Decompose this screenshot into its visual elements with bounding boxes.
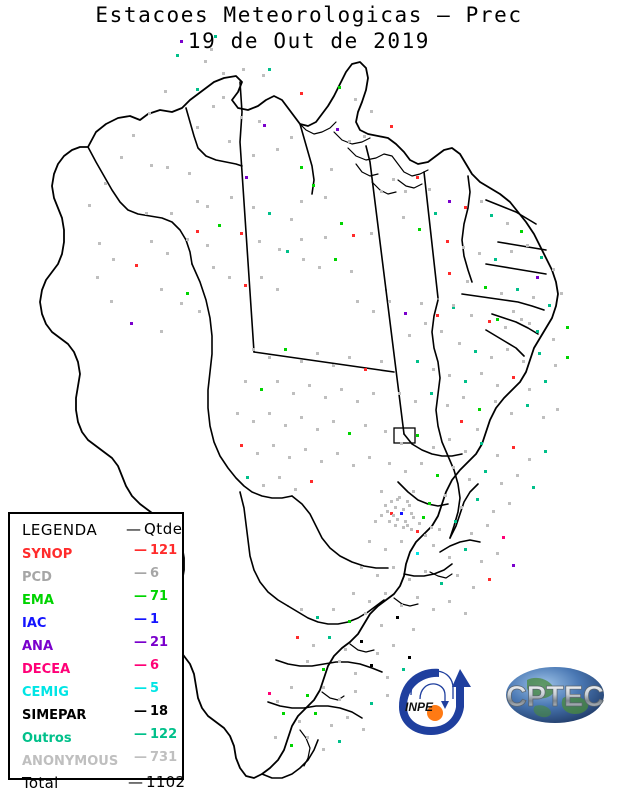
legend-row-anonymous: ANONYMOUS —731 [10, 750, 182, 773]
legend-label: ANONYMOUS [22, 754, 119, 769]
legend-row-outros: Outros —122 [10, 727, 182, 750]
legend-dash: — [134, 566, 147, 581]
cptec-landmass-1 [527, 677, 554, 699]
inpe-inner-circle-2 [419, 683, 446, 703]
legend-label: SYNOP [22, 547, 73, 562]
legend-quantity: 6 [150, 566, 160, 581]
legend-quantity: 5 [150, 681, 160, 696]
legend-label: DECEA [22, 662, 71, 677]
title-line-2: 19 de Out de 2019 [187, 29, 431, 53]
legend-dash: — [134, 589, 147, 604]
legend-label: PCD [22, 570, 52, 585]
legend-dash: — [134, 658, 147, 673]
legend-header-dash: — [126, 520, 142, 538]
cptec-logo: CPTEC [506, 667, 605, 723]
legend-header-row: LEGENDA — Qtde [10, 520, 182, 543]
legend-dash: — [134, 727, 147, 742]
legend-header-label: LEGENDA [22, 521, 98, 539]
legend-label: Outros [22, 731, 72, 746]
legend-quantity: 6 [150, 658, 160, 673]
legend-dash: — [134, 635, 147, 650]
inpe-arrow-head [452, 669, 471, 687]
inpe-logo: INPE [399, 668, 471, 735]
page-title: Estacoes Meteorologicas — Prec 19 de Out… [0, 2, 618, 54]
legend-row-ana: ANA —21 [10, 635, 182, 658]
legend-quantity: 122 [150, 727, 178, 742]
legend-row-decea: DECEA —6 [10, 658, 182, 681]
legend-quantity: 18 [150, 704, 169, 719]
legend-quantity: 21 [150, 635, 169, 650]
legend-quantity: 731 [150, 750, 178, 765]
legend-total-qty: 1102 [146, 773, 186, 791]
legend-row-simepar: SIMEPAR —18 [10, 704, 182, 727]
legend-dash: — [134, 612, 147, 627]
cptec-landmass-3 [533, 705, 552, 718]
inpe-inner-circle [410, 670, 454, 699]
legend-label: CEMIG [22, 685, 69, 700]
distrito-federal-marker [393, 427, 416, 444]
inpe-logo-text: INPE [405, 700, 434, 714]
title-line-1: Estacoes Meteorologicas — Prec [95, 3, 523, 27]
legend-box: LEGENDA — Qtde SYNOP —121 PCD —6 EMA —71 IAC —1… [8, 512, 185, 792]
legend-dash: — [134, 681, 147, 696]
legend-row-ema: EMA —71 [10, 589, 182, 612]
cptec-logo-text: CPTEC [506, 681, 604, 713]
legend-label: SIMEPAR [22, 708, 87, 723]
legend-dash: — [134, 543, 147, 558]
legend-dash: — [134, 704, 147, 719]
legend-dash: — [134, 750, 147, 765]
legend-row-pcd: PCD —6 [10, 566, 182, 589]
inpe-arrow-body [399, 668, 464, 735]
inpe-inner-arrowhead [441, 701, 449, 709]
legend-total-row: Total — 1102 [10, 773, 186, 796]
legend-label: IAC [22, 616, 47, 631]
legend-quantity: 71 [150, 589, 169, 604]
legend-rows: SYNOP —121 PCD —6 EMA —71 IAC —1 ANA —21 DECEA —6 CE… [10, 543, 182, 773]
legend-row-cemig: CEMIG —5 [10, 681, 182, 704]
legend-row-synop: SYNOP —121 [10, 543, 182, 566]
inpe-orange-dot [427, 705, 443, 721]
legend-quantity: 1 [150, 612, 160, 627]
legend-label: ANA [22, 639, 54, 654]
legend-label: EMA [22, 593, 54, 608]
legend-total-dash: — [128, 773, 144, 791]
brazil-map-outline [39, 61, 559, 779]
legend-header-qty: Qtde [144, 520, 183, 538]
legend-total-label: Total [22, 774, 59, 792]
cptec-landmass-2 [561, 695, 589, 714]
legend-row-iac: IAC —1 [10, 612, 182, 635]
legend-quantity: 121 [150, 543, 178, 558]
